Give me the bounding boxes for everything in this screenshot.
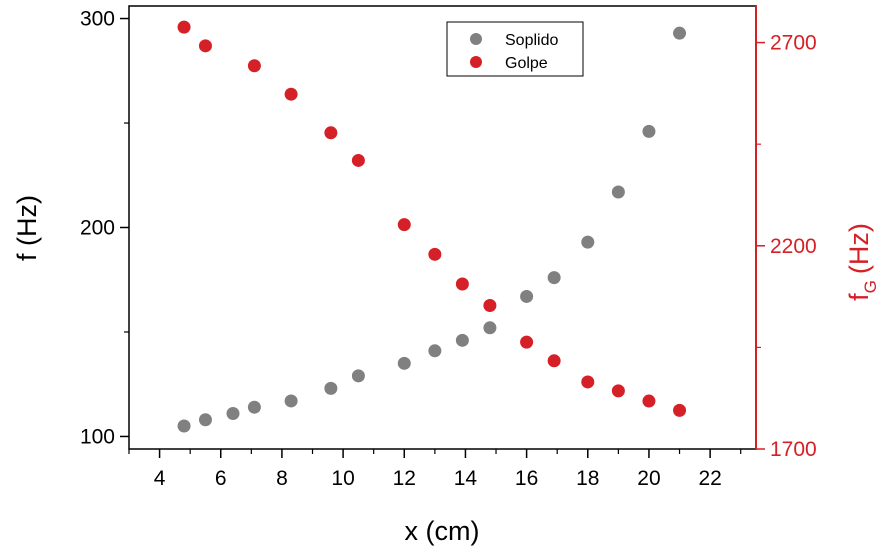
data-point-golpe [247,59,261,73]
x-tick-label: 6 [215,467,227,490]
left-y-tick-label: 300 [80,8,115,31]
data-point-golpe [397,218,411,232]
data-point-soplido [673,26,687,40]
data-point-golpe [611,384,625,398]
data-point-soplido [198,413,212,427]
legend-marker-soplido [470,33,482,45]
data-point-golpe [520,335,534,349]
x-tick-label: 22 [698,467,721,490]
x-tick-label: 4 [154,467,166,490]
data-point-golpe [198,39,212,53]
data-point-soplido [177,419,191,433]
data-point-soplido [547,271,561,285]
x-tick-label: 12 [393,467,416,490]
legend-label-soplido: Soplido [505,32,558,49]
data-point-golpe [673,403,687,417]
x-tick-label: 16 [515,467,538,490]
x-axis-title: x (cm) [405,516,480,546]
data-point-soplido [284,394,298,408]
right-y-axis-title: fG (Hz) [844,223,880,301]
right-y-axis-title-base: f [844,293,874,301]
data-point-soplido [226,406,240,420]
x-tick-label: 14 [454,467,478,490]
x-tick-label: 20 [637,467,660,490]
data-point-golpe [428,247,442,261]
data-point-soplido [397,356,411,370]
data-point-golpe [483,299,497,313]
right-y-tick-label: 1700 [770,438,817,461]
data-point-soplido [520,289,534,303]
x-tick-label: 8 [276,467,288,490]
right-y-axis-title-subscript: G [861,280,880,293]
legend-box [446,21,584,77]
data-point-golpe [642,394,656,408]
x-tick-label: 10 [331,467,354,490]
data-point-golpe [581,375,595,389]
data-point-soplido [455,333,469,347]
legend-marker-golpe [470,56,482,68]
x-tick-label: 18 [576,467,599,490]
data-point-soplido [483,321,497,335]
right-y-axis-title-unit: (Hz) [844,223,874,274]
data-point-golpe [547,354,561,368]
right-y-tick-label: 2200 [770,235,817,258]
data-point-soplido [581,235,595,249]
data-point-soplido [611,185,625,199]
data-point-soplido [642,124,656,138]
data-point-golpe [455,277,469,291]
data-point-soplido [247,400,261,414]
data-point-golpe [284,87,298,101]
data-point-soplido [324,381,338,395]
plot-area-frame [128,5,757,450]
legend: Soplido Golpe [446,21,584,77]
left-y-tick-label: 200 [80,217,115,240]
data-point-golpe [351,153,365,167]
left-y-axis-title: f (Hz) [12,195,42,261]
left-y-tick-label: 100 [80,425,115,448]
right-y-tick-label: 2700 [770,32,817,55]
data-point-golpe [177,20,191,34]
legend-label-golpe: Golpe [505,55,548,72]
data-point-golpe [324,126,338,140]
data-point-soplido [351,369,365,383]
data-point-soplido [428,344,442,358]
